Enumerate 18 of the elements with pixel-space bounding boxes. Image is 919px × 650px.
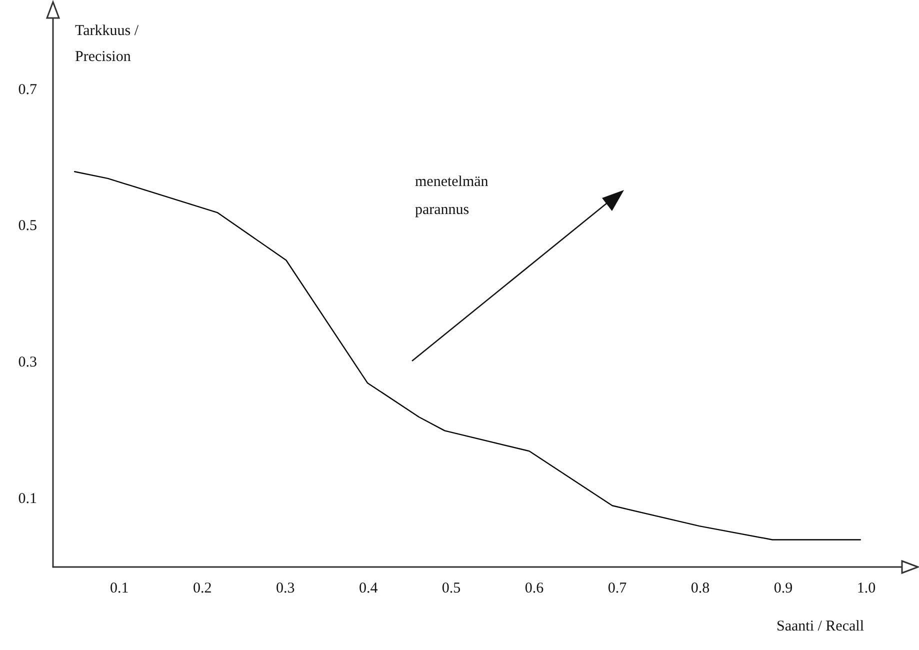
annotation: menetelmän parannus: [415, 174, 492, 218]
x-tick-label: 0.7: [608, 580, 628, 596]
x-axis-title: Saanti / Recall: [776, 618, 864, 634]
x-tick-label: 0.8: [690, 580, 710, 596]
line-series: [74, 171, 862, 540]
y-tick-label: 0.5: [18, 218, 37, 234]
x-tick-label: 0.4: [358, 580, 378, 596]
y-axis-title: Tarkkuus / Precision: [75, 23, 142, 65]
x-tick-label: 0.2: [192, 580, 212, 596]
x-tick-label: 0.1: [110, 580, 129, 596]
y-tick-label: 0.7: [18, 82, 38, 98]
x-tick-label: 0.9: [774, 580, 793, 596]
y-tick-label: 0.1: [18, 490, 37, 507]
x-tick-label: 0.6: [524, 580, 544, 596]
x-tick-label: 1.0: [856, 580, 876, 596]
x-tick-label: 0.5: [442, 580, 461, 596]
y-tick-label: 0.3: [18, 354, 37, 370]
x-tick-label: 0.3: [276, 580, 295, 596]
